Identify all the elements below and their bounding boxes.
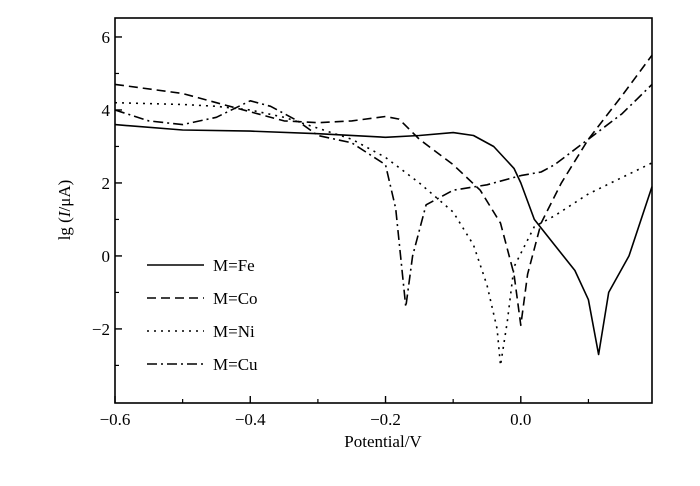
y-axis-label: lg (I/μA) [55, 180, 74, 241]
legend-label: M=Co [213, 289, 258, 308]
x-tick-label: −0.4 [235, 410, 266, 429]
axis-ticks: −0.6 −0.4 −0.2 0.0 6 4 2 0 −2 [92, 28, 590, 429]
y-tick-label: 2 [102, 174, 111, 193]
legend-label: M=Ni [213, 322, 255, 341]
series-line-ni [114, 101, 653, 367]
y-tick-label: 0 [102, 247, 111, 266]
legend-label: M=Cu [213, 355, 258, 374]
x-axis-label: Potential/V [344, 432, 422, 451]
y-tick-label: 4 [102, 101, 111, 120]
y-tick-label: 6 [102, 28, 111, 47]
y-tick-label: −2 [92, 320, 110, 339]
legend: M=Fe M=Co M=Ni M=Cu [147, 256, 258, 374]
plot-lines [114, 54, 653, 367]
series-line-fe [114, 123, 653, 356]
series-line-co [114, 54, 653, 327]
plot-frame [114, 17, 653, 404]
x-tick-label: 0.0 [510, 410, 531, 429]
x-tick-label: −0.2 [370, 410, 401, 429]
legend-label: M=Fe [213, 256, 255, 275]
series-line-cu [114, 83, 653, 308]
x-tick-label: −0.6 [100, 410, 131, 429]
